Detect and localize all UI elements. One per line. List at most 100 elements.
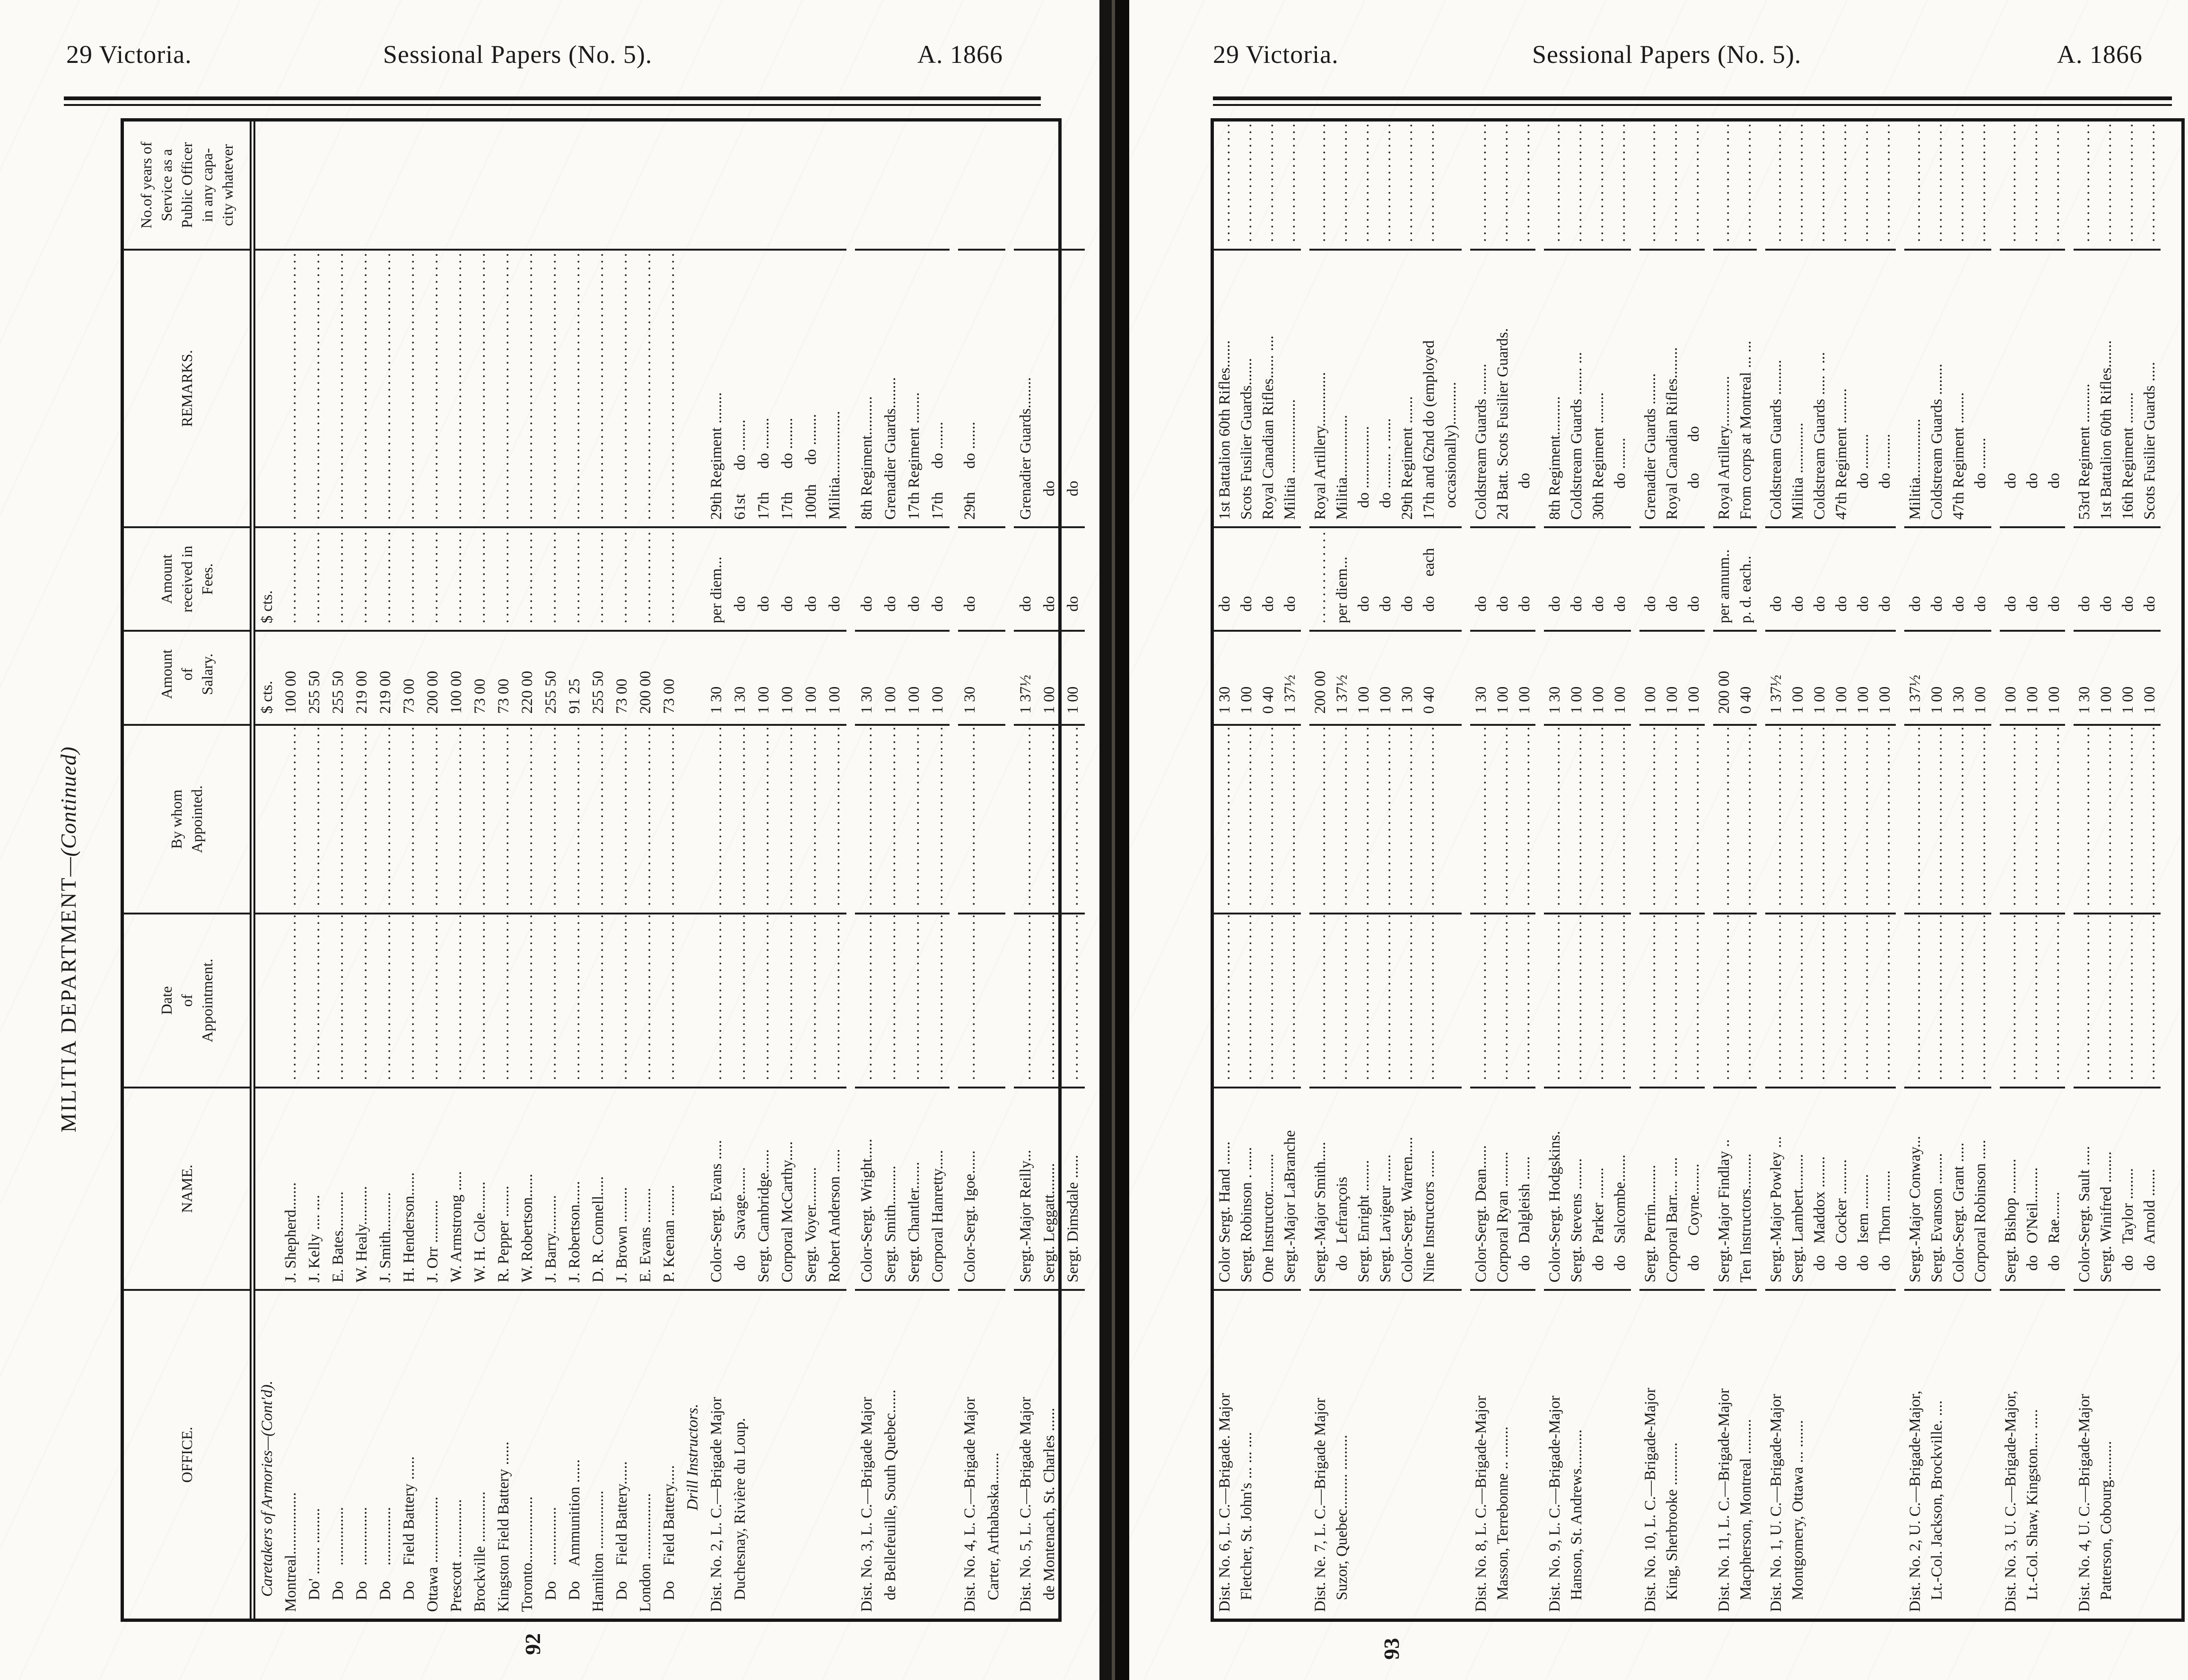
cell-remarks: [255, 248, 279, 527]
table-row: Sergt. Chantler.........................…: [902, 122, 926, 1619]
table-row: Sergt. Cambridge........................…: [752, 122, 776, 1619]
cell-fees: do: [1874, 526, 1896, 630]
table-row: Corporal Hanretty.......................…: [926, 122, 950, 1619]
cell-name: Sergt.-Major Findlay ..: [1713, 1087, 1735, 1289]
cell-bywhom: ........................................…: [1375, 724, 1396, 913]
cell-bywhom: ........................................…: [1587, 724, 1609, 913]
table-row: Fletcher, St. John's ... ... .... Sergt. …: [1236, 122, 1257, 1619]
table-row: do Rae..................................…: [2043, 122, 2065, 1619]
cell-remarks: ........................................…: [468, 248, 492, 527]
table-row: Dist. Ne. 7, L. C.—Brigade Major Sergt.-M…: [1309, 122, 1331, 1619]
cell-bywhom: ........................................…: [1014, 724, 1037, 913]
cell-date: ........................................…: [2095, 912, 2117, 1087]
cell-years: [1014, 122, 1037, 249]
cell-date: ........................................…: [1926, 912, 1948, 1087]
cell-bywhom: ........................................…: [1492, 724, 1514, 913]
cell-salary: 1 00: [1037, 630, 1061, 724]
cell-date: ........................................…: [492, 912, 515, 1087]
cell-fees: per diem...: [705, 526, 728, 630]
cell-years: ........................................…: [1831, 122, 1852, 249]
cell-years: [1440, 122, 1462, 249]
cell-remarks: Scots Fusilier Guards.......: [1236, 248, 1257, 527]
cell-years: ........................................…: [1375, 122, 1396, 249]
cell-remarks: Royal Canadian Rifles........: [1661, 248, 1683, 527]
cell-fees: do: [1375, 526, 1396, 630]
cell-years: [421, 122, 445, 249]
cell-office: [1874, 1289, 1896, 1619]
cell-fees: do: [2022, 526, 2043, 630]
cell-office: [1609, 1289, 1631, 1619]
cell-fees: do: [1236, 526, 1257, 630]
cell-name: do Taylor ........: [2117, 1087, 2139, 1289]
cell-salary: 1 30: [705, 630, 728, 724]
cell-office: Macpherson, Montreal .........: [1735, 1289, 1757, 1619]
cell-office: King, Sherbrooke ...........: [1661, 1289, 1683, 1619]
cell-bywhom: ........................................…: [2117, 724, 2139, 913]
cell-fees: do: [799, 526, 823, 630]
cell-name: Color-Sergt. Sault .....: [2074, 1087, 2095, 1289]
cell-remarks: ........................................…: [634, 248, 657, 527]
cell-name: Sergt. Chantler.......: [902, 1087, 926, 1289]
cell-name: do Cocker .........: [1831, 1087, 1852, 1289]
cell-date: ........................................…: [2043, 912, 2065, 1087]
cell-years: [279, 122, 303, 249]
cell-name: [982, 1087, 1005, 1289]
cell-salary: 200 00: [634, 630, 657, 724]
militia-table-page93: Dist. No. 6, L. C.—Brigade. Major Color S…: [1211, 118, 2185, 1622]
cell-bywhom: ........................................…: [1904, 724, 1926, 913]
cell-office: [1279, 1289, 1301, 1619]
cell-bywhom: ........................................…: [2095, 724, 2117, 913]
cell-office: [1587, 1289, 1609, 1619]
cell-salary: 1 00: [1874, 630, 1896, 724]
cell-remarks: 53rd Regiment ..........: [2074, 248, 2095, 527]
cell-years: [776, 122, 799, 249]
cell-fees: ........................................…: [563, 526, 586, 630]
cell-years: ........................................…: [1514, 122, 1535, 249]
cell-salary: $ cts.: [255, 630, 279, 724]
cell-remarks: 16th Regiment ........: [2117, 248, 2139, 527]
cell-remarks: Coldstream Guards ....... ...: [1566, 248, 1587, 527]
cell-bywhom: ........................................…: [1331, 724, 1353, 913]
cell-bywhom: [982, 724, 1005, 913]
cell-salary: 1 37½: [1014, 630, 1037, 724]
cell-office: [926, 1289, 950, 1619]
cell-date: ........................................…: [1061, 912, 1085, 1087]
cell-years: ........................................…: [2139, 122, 2161, 249]
cell-salary: 1 30: [1544, 630, 1566, 724]
cell-bywhom: ........................................…: [1713, 724, 1735, 913]
cell-bywhom: ........................................…: [902, 724, 926, 913]
cell-name: Sergt. Evanson ........: [1926, 1087, 1948, 1289]
cell-years: ........................................…: [1787, 122, 1809, 249]
cell-salary: 1 00: [2000, 630, 2022, 724]
cell-office: [752, 1289, 776, 1619]
cell-fees: do: [1257, 526, 1279, 630]
table-row: Do Ammunition ......J. Robertson........…: [563, 122, 586, 1619]
cell-salary: 1 00: [799, 630, 823, 724]
cell-name: Color-Sergt. Grant .....: [1948, 1087, 1970, 1289]
cell-years: [799, 122, 823, 249]
cell-years: ........................................…: [1331, 122, 1353, 249]
cell-office: [1061, 1289, 1085, 1619]
cell-name: Sergt.-Major Conway...: [1904, 1087, 1926, 1289]
cell-date: ........................................…: [1587, 912, 1609, 1087]
cell-office: [1375, 1289, 1396, 1619]
cell-salary: 100 00: [445, 630, 468, 724]
cell-years: ........................................…: [1396, 122, 1418, 249]
table-row: Dist. No. 11, L. C.—Brigade-Major Sergt.-…: [1713, 122, 1735, 1619]
cell-salary: 255 50: [539, 630, 563, 724]
cell-salary: 1 00: [1852, 630, 1874, 724]
cell-years: ........................................…: [1904, 122, 1926, 249]
cell-office: Dist. Ne. 7, L. C.—Brigade Major: [1309, 1289, 1331, 1619]
table-body: Dist. No. 6, L. C.—Brigade. Major Color S…: [1214, 122, 2161, 1619]
cell-date: ........................................…: [1948, 912, 1970, 1087]
right-header-rule: [1213, 96, 2172, 106]
cell-remarks: ........................................…: [445, 248, 468, 527]
cell-fees: do: [879, 526, 902, 630]
cell-years: [1037, 122, 1061, 249]
table-row: de Montenach, St. Charles ...... Sergt. L…: [1037, 122, 1061, 1619]
table-row: Dist. No. 2, U. C.—Brigade-Major, Sergt.-…: [1904, 122, 1926, 1619]
cell-remarks: 8th Regiment..........: [855, 248, 879, 527]
cell-fees: do: [1904, 526, 1926, 630]
cell-bywhom: ........................................…: [634, 724, 657, 913]
table-row: do Cocker ..............................…: [1831, 122, 1852, 1619]
